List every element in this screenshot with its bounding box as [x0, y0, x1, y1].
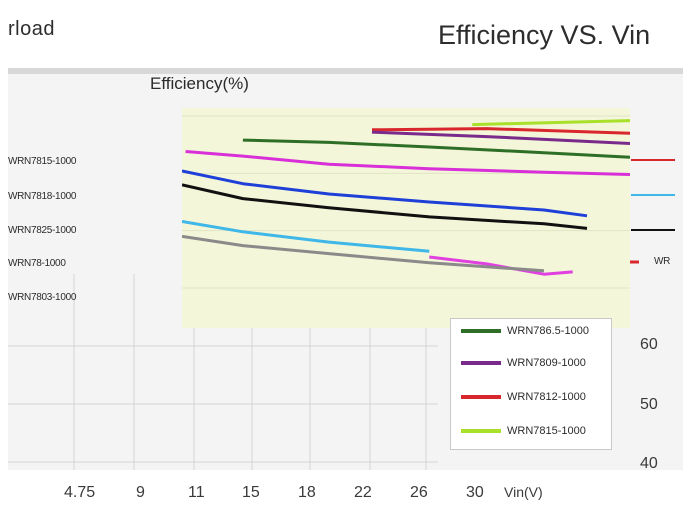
x-tick: 15	[242, 484, 260, 501]
side-label-2: WRN7818-1000	[8, 191, 77, 202]
header-band	[8, 68, 683, 74]
left-chart-title: rload	[8, 18, 55, 41]
legend-swatch	[461, 395, 501, 399]
x-tick: 26	[410, 484, 428, 501]
legend-label: WRN7815-1000	[507, 425, 586, 437]
right-y-tick: 60	[640, 336, 658, 353]
chart-legend: WRN786.5-1000 WRN7809-1000 WRN7812-1000 …	[450, 318, 612, 450]
x-tick: 22	[354, 484, 372, 501]
series-line	[371, 130, 630, 145]
x-tick: 4.75	[64, 484, 96, 501]
side-label-4: WRN78-1000	[8, 258, 66, 269]
legend-item: WRN7815-1000	[461, 423, 586, 439]
legend-item: WRN7809-1000	[461, 355, 586, 371]
series-line	[242, 138, 630, 159]
right-side-label: WR	[654, 256, 671, 267]
x-tick: 11	[188, 484, 205, 501]
legend-swatch	[461, 361, 501, 365]
x-tick: 30	[466, 484, 484, 501]
series-line	[182, 234, 545, 273]
x-tick: 18	[298, 484, 316, 501]
legend-label: WRN786.5-1000	[507, 325, 589, 337]
legend-swatch	[461, 329, 501, 333]
right-chart-title: Efficiency VS. Vin	[438, 20, 651, 50]
side-label-5: WRN7803-1000	[8, 292, 77, 303]
legend-label: WRN7812-1000	[507, 391, 586, 403]
x-axis-label: Vin(V)	[504, 484, 543, 500]
series-line	[182, 183, 588, 230]
x-tick: 9	[136, 484, 145, 501]
series-line	[371, 127, 630, 135]
series-line	[182, 169, 588, 218]
side-label-3: WRN7825-1000	[8, 225, 77, 236]
right-y-tick: 50	[640, 396, 658, 413]
efficiency-chart: 100908070	[182, 108, 630, 328]
legend-label: WRN7809-1000	[507, 357, 586, 369]
y-axis-label: Efficiency(%)	[150, 74, 249, 93]
legend-swatch	[461, 429, 501, 433]
series-line	[185, 150, 630, 176]
legend-item: WRN786.5-1000	[461, 323, 589, 339]
series-line	[182, 220, 430, 253]
right-y-tick: 40	[640, 455, 658, 472]
legend-item: WRN7812-1000	[461, 389, 586, 405]
side-label-1: WRN7815-1000	[8, 156, 77, 167]
series-line	[472, 119, 630, 127]
